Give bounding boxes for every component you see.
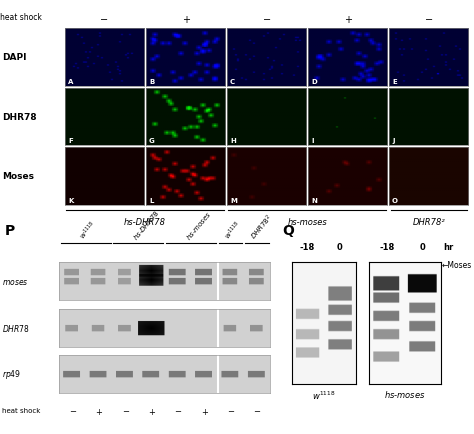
Text: −: − <box>263 15 271 25</box>
Text: +: + <box>95 407 102 416</box>
Text: hs-moses: hs-moses <box>287 217 327 227</box>
Text: $DHR78^{2}$: $DHR78^{2}$ <box>248 212 276 242</box>
Text: $DHR78$: $DHR78$ <box>2 322 30 333</box>
Text: $moses$: $moses$ <box>2 277 29 286</box>
Text: −: − <box>425 15 433 25</box>
Text: 0: 0 <box>337 243 343 252</box>
Text: −: − <box>122 407 128 416</box>
Text: $w^{1118}$: $w^{1118}$ <box>222 219 244 242</box>
Text: M: M <box>230 197 237 203</box>
Text: $hs$-$moses$: $hs$-$moses$ <box>384 388 426 399</box>
Text: −: − <box>254 407 261 416</box>
Text: −: − <box>69 407 76 416</box>
Text: DAPI: DAPI <box>2 53 27 62</box>
Text: L: L <box>149 197 153 203</box>
Text: I: I <box>311 138 314 144</box>
Text: Q: Q <box>282 224 294 237</box>
Text: F: F <box>68 138 73 144</box>
Text: ←Moses: ←Moses <box>442 260 472 270</box>
Text: DHR78: DHR78 <box>2 113 37 122</box>
Text: +: + <box>344 15 352 25</box>
Text: +: + <box>182 15 190 25</box>
Text: +: + <box>148 407 155 416</box>
Text: D: D <box>311 79 317 85</box>
Text: B: B <box>149 79 154 85</box>
Text: 0: 0 <box>420 243 426 252</box>
Text: −: − <box>174 407 182 416</box>
Text: A: A <box>68 79 73 85</box>
Text: $rp49$: $rp49$ <box>2 368 22 381</box>
Text: −: − <box>100 15 109 25</box>
Text: E: E <box>392 79 397 85</box>
Text: hr: hr <box>443 243 454 252</box>
Text: heat shock: heat shock <box>2 407 41 413</box>
Text: $w^{1118}$: $w^{1118}$ <box>77 219 99 242</box>
Text: $hs$-$moses$: $hs$-$moses$ <box>184 209 214 242</box>
Text: P: P <box>5 224 15 237</box>
Text: G: G <box>149 138 155 144</box>
Text: −: − <box>227 407 234 416</box>
Text: $hs$-$DHR78$: $hs$-$DHR78$ <box>131 208 162 242</box>
Text: H: H <box>230 138 236 144</box>
Text: hs-DHR78: hs-DHR78 <box>124 217 166 227</box>
Text: J: J <box>392 138 395 144</box>
Text: C: C <box>230 79 235 85</box>
Text: Moses: Moses <box>2 172 35 181</box>
Text: O: O <box>392 197 398 203</box>
Text: K: K <box>68 197 73 203</box>
Text: heat shock: heat shock <box>0 13 42 22</box>
Text: N: N <box>311 197 317 203</box>
Text: -18: -18 <box>300 243 315 252</box>
Text: +: + <box>201 407 208 416</box>
Text: -18: -18 <box>380 243 395 252</box>
Text: $w^{1118}$: $w^{1118}$ <box>312 388 336 401</box>
Text: DHR78²: DHR78² <box>412 217 445 227</box>
